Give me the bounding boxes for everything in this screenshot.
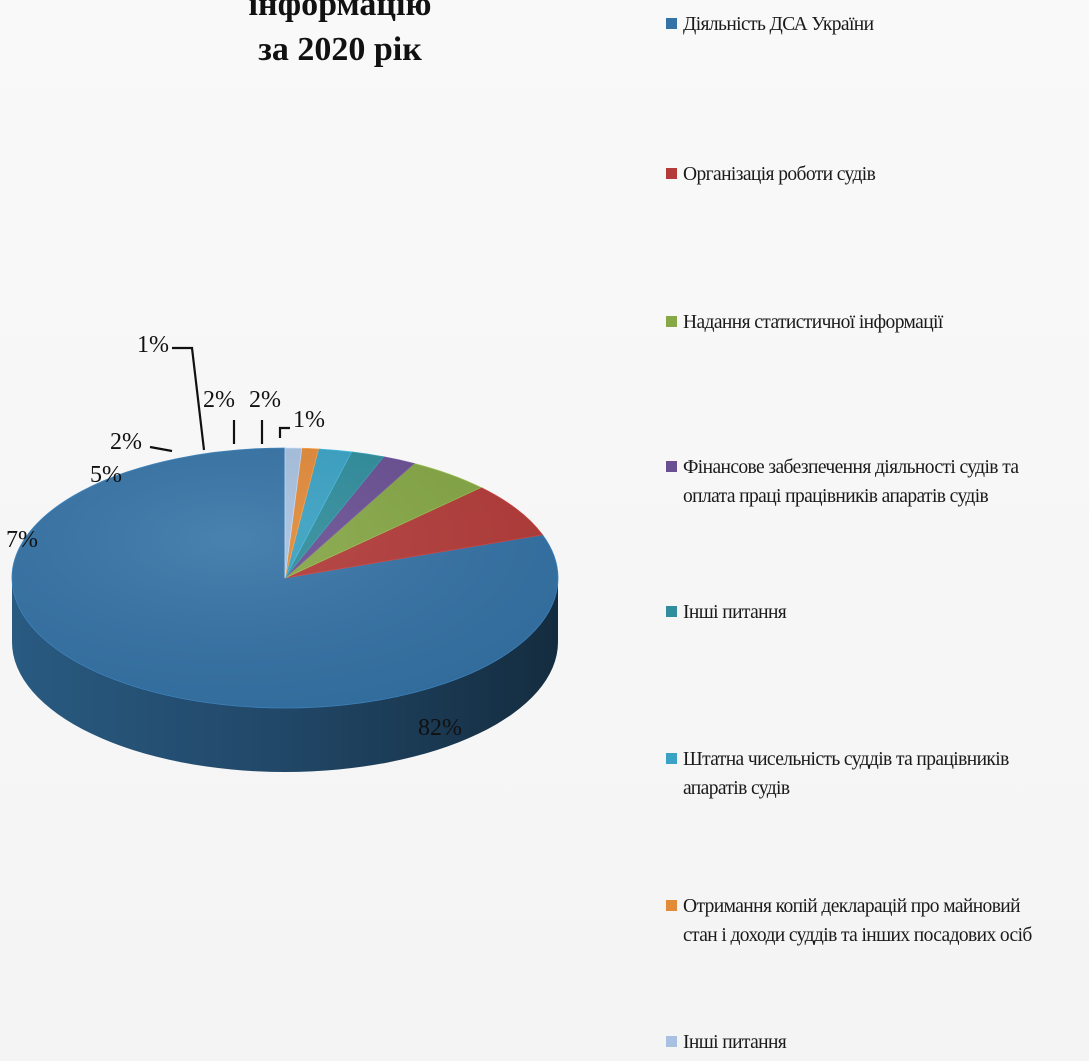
- legend-swatch: [666, 900, 677, 911]
- legend-swatch: [666, 168, 677, 179]
- data-label: 82%: [418, 715, 462, 741]
- legend-label: Інші питання: [683, 602, 787, 623]
- legend-item: Діяльність ДСА України: [666, 10, 1086, 39]
- legend-swatch: [666, 606, 677, 617]
- legend-item: Отримання копій декларацій про майновий …: [666, 892, 1086, 951]
- legend-item: Організація роботи судів: [666, 160, 1086, 189]
- legend-swatch: [666, 18, 677, 29]
- legend-label: Фінансове забезпечення діяльності судів …: [683, 457, 1019, 478]
- legend-item: Штатна чисельність суддів та працівників…: [666, 745, 1086, 804]
- pie-slice-side: [12, 578, 558, 772]
- legend-swatch: [666, 753, 677, 764]
- chart-title-line-1: інформацію: [248, 0, 432, 23]
- legend-label: Інші питання: [683, 1032, 787, 1053]
- pie-chart: 82% 7% 5% 2% 2% 2% 1% 1%: [6, 332, 559, 772]
- legend-swatch: [666, 461, 677, 472]
- leader-line: [278, 426, 290, 438]
- legend-swatch: [666, 1036, 677, 1047]
- data-label: 2%: [110, 429, 142, 455]
- legend-item: Інші питання: [666, 598, 1086, 627]
- data-label: 2%: [203, 387, 235, 413]
- legend-item: Фінансове забезпечення діяльності судів …: [666, 453, 1086, 512]
- legend-label: Діяльність ДСА України: [683, 14, 874, 35]
- leader-line: [149, 445, 173, 453]
- legend-label: Організація роботи судів: [683, 164, 876, 185]
- legend-label: Штатна чисельність суддів та працівників: [683, 749, 1009, 770]
- legend-label: Надання статистичної інформації: [683, 312, 943, 333]
- chart-title-line-2: за 2020 рік: [258, 31, 422, 68]
- legend-item: Надання статистичної інформації: [666, 308, 1086, 337]
- legend-swatch: [666, 316, 677, 327]
- legend-item: Інші питання: [666, 1028, 1086, 1057]
- data-label: 1%: [293, 407, 325, 433]
- data-label: 7%: [6, 527, 38, 553]
- leader-line: [172, 346, 206, 451]
- data-label: 2%: [249, 387, 281, 413]
- legend-label-continued: оплата праці працівників апаратів судів: [683, 486, 989, 508]
- legend-label-continued: апаратів судів: [683, 778, 790, 800]
- data-label: 1%: [137, 332, 169, 358]
- legend-label-continued: стан і доходи суддів та інших посадових …: [683, 925, 1032, 947]
- data-label: 5%: [90, 462, 122, 488]
- pie-top-sheen: [12, 448, 558, 708]
- legend-label: Отримання копій декларацій про майновий: [683, 896, 1021, 917]
